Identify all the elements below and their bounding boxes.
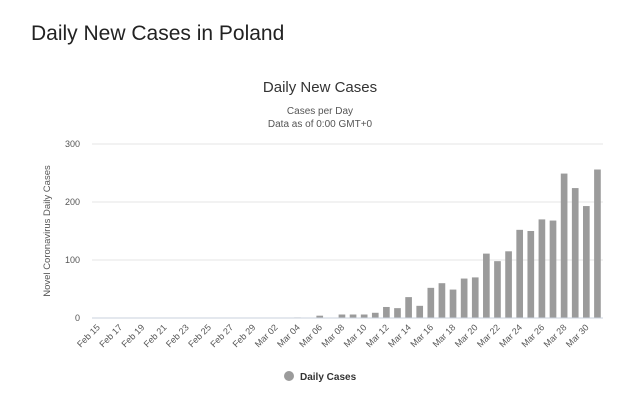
bar-mar-12[interactable] [383,306,390,318]
bar-mar-18[interactable] [449,289,457,318]
bar-mar-28[interactable] [560,173,568,318]
x-tick-label: Mar 20 [453,322,480,349]
chart-subtitle-line-1: Cases per Day [287,106,353,117]
x-tick-label: Mar 28 [542,322,569,349]
chart-container: Daily New Cases Cases per Day Data as of… [0,70,620,413]
bar-mar-15[interactable] [416,305,424,318]
x-tick-label: Feb 15 [75,322,102,349]
x-tick-label: Feb 25 [186,322,213,349]
bar-mar-24[interactable] [516,229,524,318]
bar-mar-11[interactable] [371,312,379,318]
bar-mar-20[interactable] [471,277,479,318]
x-tick-label: Mar 30 [564,322,591,349]
x-tick-label: Mar 26 [519,322,546,349]
grid-lines [92,143,603,261]
bar-mar-26[interactable] [538,219,546,318]
x-tick-label: Mar 16 [408,322,435,349]
bar-mar-17[interactable] [438,283,446,318]
y-axis-label: Novel Coronavirus Daily Cases [42,165,53,297]
legend-marker-icon [284,371,294,381]
x-tick-label: Mar 12 [364,322,391,349]
x-tick-label: Feb 27 [208,322,235,349]
x-tick-label: Mar 06 [297,322,324,349]
bar-mar-29[interactable] [571,188,579,318]
x-tick-label: Feb 23 [164,322,191,349]
y-tick-label: 0 [75,313,80,323]
bar-mar-09[interactable] [349,314,357,318]
bar-mar-19[interactable] [460,278,468,318]
bar-mar-22[interactable] [494,261,501,318]
x-tick-label: Feb 29 [231,322,258,349]
bar-mar-06[interactable] [316,315,324,318]
x-tick-label: Mar 14 [386,322,413,349]
bar-chart: Daily New Cases Cases per Day Data as of… [42,79,603,383]
page-heading: Daily New Cases in Poland [31,22,285,45]
legend[interactable]: Daily Cases [284,371,357,383]
y-tick-label: 200 [65,197,80,207]
bar-mar-08[interactable] [338,314,346,318]
x-tick-label: Mar 24 [497,322,524,349]
bar-mar-27[interactable] [549,220,557,318]
bar-mar-31[interactable] [594,169,601,318]
bar-mar-25[interactable] [527,231,535,318]
bar-mar-21[interactable] [483,253,490,318]
x-tick-label: Feb 17 [97,322,124,349]
x-tick-label: Feb 19 [120,322,147,349]
bar-mar-30[interactable] [583,206,590,318]
bar-mar-16[interactable] [427,287,435,318]
y-tick-label: 100 [65,255,80,265]
x-tick-label: Mar 22 [475,322,502,349]
bar-mar-10[interactable] [360,314,368,318]
x-tick-label: Feb 21 [142,322,169,349]
chart-title: Daily New Cases [263,79,377,96]
y-tick-label: 300 [65,139,80,149]
bar-mar-14[interactable] [405,297,412,318]
legend-label: Daily Cases [300,372,357,383]
bar-mar-23[interactable] [505,251,512,318]
chart-subtitle-line-2: Data as of 0:00 GMT+0 [268,119,373,130]
bar-mar-13[interactable] [394,308,401,318]
x-tick-label: Mar 18 [431,322,458,349]
x-tick-label: Mar 02 [253,322,280,349]
y-axis-ticks: 0 100 200 300 [65,139,80,323]
bars [294,169,601,318]
x-tick-label: Mar 10 [342,322,369,349]
x-tick-label: Mar 04 [275,322,302,349]
x-tick-label: Mar 08 [319,322,346,349]
